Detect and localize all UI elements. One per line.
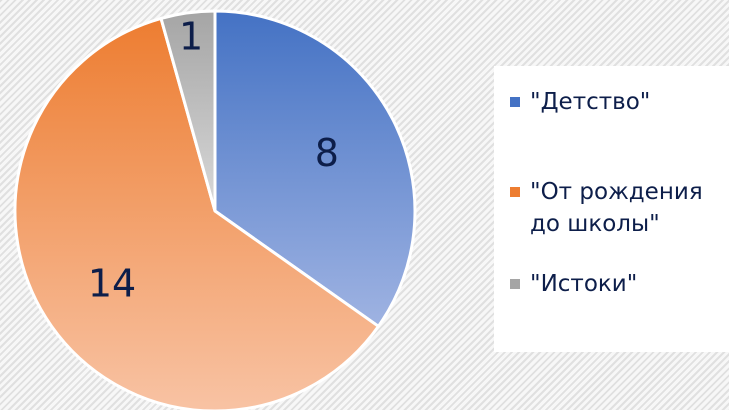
legend-item-detstvo: "Детство"	[510, 86, 729, 118]
pie-slice-detstvo	[213, 9, 417, 328]
pie-slice-istoki	[159, 9, 217, 213]
pie-data-labels: 8 14 1	[88, 15, 339, 306]
legend-label-istoki: "Истоки"	[530, 271, 638, 297]
legend-label-detstvo: "Детство"	[530, 89, 651, 115]
data-label-ot-rozhdeniya: 14	[88, 262, 136, 306]
legend-label-ot-rozhdeniya: "От рождения до школы"	[530, 179, 703, 237]
legend-swatch-ot-rozhdeniya	[510, 187, 520, 197]
legend-item-istoki: "Истоки"	[510, 268, 729, 300]
data-label-istoki: 1	[179, 15, 203, 59]
pie-slice-ot-rozhdeniya	[13, 16, 380, 410]
legend-item-ot-rozhdeniya: "От рождения до школы"	[510, 176, 729, 240]
data-label-detstvo: 8	[315, 131, 339, 175]
pie-slices	[13, 9, 417, 410]
legend-swatch-detstvo	[510, 97, 520, 107]
legend: "Детство" "От рождения до школы" "Истоки…	[494, 66, 729, 352]
legend-swatch-istoki	[510, 279, 520, 289]
